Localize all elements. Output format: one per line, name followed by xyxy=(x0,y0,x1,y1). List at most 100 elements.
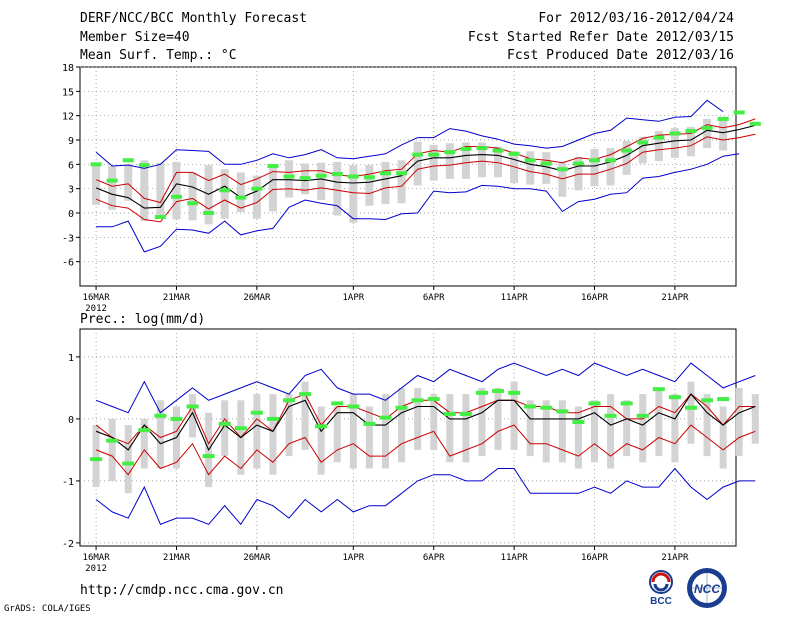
precip-max-line xyxy=(95,362,756,414)
bcc-logo-icon: BCC xyxy=(649,570,673,606)
temp-observed-marker xyxy=(460,146,472,151)
precip-observed-marker xyxy=(122,461,135,466)
precip-spread-box xyxy=(285,394,293,457)
precip-lower-line xyxy=(95,424,756,476)
temp-spread-box xyxy=(317,162,326,201)
temp-observed-marker xyxy=(412,152,424,157)
temp-observed-marker xyxy=(138,163,150,168)
temp-observed-marker xyxy=(299,176,311,181)
temp-observed-marker xyxy=(90,162,102,167)
temp-ytick-label: -6 xyxy=(62,258,74,269)
precip-spread-box xyxy=(92,425,100,488)
precip-observed-marker xyxy=(443,411,456,416)
temp-upper-line xyxy=(95,118,756,204)
precip-spread-box xyxy=(301,381,309,450)
precip-xtick-label: 16APR xyxy=(581,553,609,563)
forecast-period: For 2012/03/16-2012/04/24 xyxy=(538,11,734,26)
precip-observed-marker xyxy=(459,411,472,416)
fcst-produced-date: Fcst Produced Date 2012/03/16 xyxy=(507,48,734,63)
precip-spread-box xyxy=(655,387,663,457)
temp-spread-box xyxy=(108,165,117,210)
temp-ytick-label: 12 xyxy=(62,112,74,123)
temp-observed-marker xyxy=(267,163,279,168)
temp-spread-box xyxy=(349,165,358,223)
precip-spread-box xyxy=(430,394,438,450)
temp-spread-box xyxy=(124,164,133,201)
precip-ytick-label: -2 xyxy=(62,539,74,550)
temp-spread-box xyxy=(140,160,149,222)
member-size: Member Size=40 xyxy=(80,30,190,45)
grads-credit: GrADS: COLA/IGES xyxy=(4,604,91,614)
precip-observed-marker xyxy=(588,401,601,406)
temp-panel: -6 -3 0 3 6 9 12 15 18 16MAR 21MAR 26MAR 1APR 6APR 11A… xyxy=(62,63,761,314)
temp-ytick-label: -3 xyxy=(62,233,74,244)
temp-observed-marker xyxy=(492,148,504,153)
precip-observed-marker xyxy=(186,404,199,409)
precip-spread-box xyxy=(462,394,470,463)
temp-observed-marker xyxy=(572,161,584,166)
temp-spread-box xyxy=(590,148,599,187)
temp-spread-box xyxy=(526,151,535,185)
temp-ytick-label: 0 xyxy=(68,209,74,220)
precip-spread-box xyxy=(365,406,373,469)
precip-ytick-label: -1 xyxy=(62,477,74,488)
precip-observed-marker xyxy=(492,389,505,393)
temp-xtick-label: 26MAR xyxy=(243,293,271,303)
precip-spread-box xyxy=(591,400,599,463)
precip-xtick-label: 11APR xyxy=(501,553,529,563)
temp-spread-box xyxy=(670,127,679,158)
precip-spread-box xyxy=(671,394,679,463)
precip-observed-marker xyxy=(636,413,649,418)
precip-spread-box xyxy=(478,387,486,457)
precip-observed-marker xyxy=(90,457,103,462)
temp-observed-marker xyxy=(508,151,520,156)
temp-spread-box xyxy=(156,162,165,218)
temp-spread-box xyxy=(413,141,422,186)
precip-xtick-label: 21APR xyxy=(661,553,689,563)
precip-ytick-label: 1 xyxy=(68,353,74,364)
temp-xtick-label: 16MAR xyxy=(83,293,111,303)
precip-spread-box xyxy=(687,381,695,444)
fcst-started-date: Fcst Started Refer Date 2012/03/15 xyxy=(467,30,734,45)
temp-spread-box xyxy=(172,161,181,220)
precip-observed-marker xyxy=(283,398,296,403)
precip-spread-box xyxy=(719,406,727,469)
precip-spread-box xyxy=(751,394,759,444)
precip-observed-marker xyxy=(508,390,521,395)
temp-xtick-label: 1APR xyxy=(342,293,364,303)
temp-observed-marker xyxy=(251,186,263,191)
temp-observed-marker xyxy=(524,158,536,163)
precip-spread-box xyxy=(269,394,277,475)
temp-xtick-label: 21APR xyxy=(661,293,689,303)
precip-spread-box xyxy=(526,400,534,457)
temp-observed-marker xyxy=(685,129,697,134)
temp-ytick-label: 9 xyxy=(68,136,74,147)
precip-observed-marker xyxy=(717,397,730,402)
ncc-logo-icon: NCC xyxy=(687,568,727,608)
temp-spread-box xyxy=(381,161,390,205)
precip-observed-marker xyxy=(701,398,714,403)
precip-spread-box xyxy=(156,400,164,469)
precip-observed-marker xyxy=(572,420,585,424)
source-url[interactable]: http://cmdp.ncc.cma.gov.cn xyxy=(80,583,284,598)
precip-observed-marker xyxy=(411,398,424,403)
temp-observed-marker xyxy=(589,158,601,163)
temp-spread-box xyxy=(188,172,197,221)
precip-observed-marker xyxy=(684,405,697,410)
temp-spread-box xyxy=(252,175,261,219)
precip-observed-marker xyxy=(427,397,440,402)
precip-observed-marker xyxy=(540,405,553,410)
precip-observed-marker xyxy=(106,438,119,443)
precip-spread-box xyxy=(381,394,389,469)
precip-observed-marker xyxy=(363,421,376,426)
temp-observed-marker xyxy=(556,167,568,172)
temp-observed-marker xyxy=(122,158,134,163)
precip-observed-marker xyxy=(556,409,569,414)
temp-ytick-label: 6 xyxy=(68,160,74,171)
temp-observed-marker xyxy=(396,171,408,176)
temp-spread-box xyxy=(494,146,503,178)
temp-observed-marker xyxy=(605,158,617,163)
precip-observed-marker xyxy=(299,392,312,397)
temp-observed-marker xyxy=(476,146,488,151)
